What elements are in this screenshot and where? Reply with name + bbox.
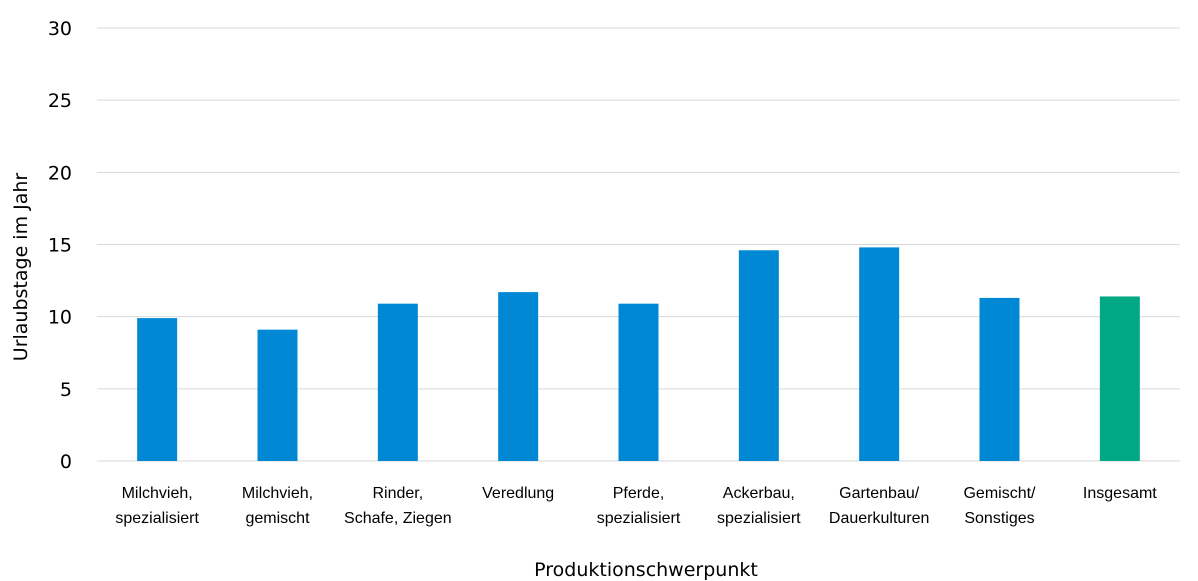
bar-8 bbox=[979, 297, 1020, 461]
y-tick-label: 25 bbox=[48, 90, 72, 112]
bar-6 bbox=[738, 250, 779, 461]
y-tick-label: 15 bbox=[48, 235, 72, 257]
x-tick-label: Rinder, Schafe, Ziegen bbox=[344, 485, 452, 527]
x-axis-title: Produktionschwerpunkt bbox=[534, 559, 758, 581]
y-tick-label: 20 bbox=[48, 162, 72, 184]
y-tick-label: 30 bbox=[48, 18, 72, 40]
x-tick-label: Veredlung bbox=[482, 485, 554, 502]
y-tick-label: 10 bbox=[48, 307, 72, 329]
bar-5 bbox=[618, 303, 659, 461]
bar-9 bbox=[1099, 296, 1140, 461]
bar-3 bbox=[377, 303, 418, 461]
bar-1 bbox=[137, 318, 178, 461]
x-tick-label: Gartenbau/Dauerkulturen bbox=[829, 485, 930, 527]
x-tick-label: Gemischt/Sonstiges bbox=[963, 485, 1036, 527]
x-tick-label: Ackerbau, spezialisiert bbox=[717, 485, 801, 527]
bar-4 bbox=[498, 292, 539, 461]
x-tick-label: Milchvieh, spezialisiert bbox=[115, 485, 199, 527]
x-tick-label: Pferde, spezialisiert bbox=[597, 485, 681, 527]
bar-7 bbox=[859, 247, 900, 461]
bars bbox=[137, 247, 1140, 461]
x-tick-label: Insgesamt bbox=[1083, 485, 1157, 502]
y-axis-title: Urlaubstage im Jahr bbox=[10, 173, 32, 362]
y-axis-ticks: 0 5 10 15 20 25 30 bbox=[48, 18, 72, 473]
y-tick-label: 0 bbox=[60, 451, 72, 473]
x-axis-ticks: Milchvieh, spezialisiert Milchvieh, gemisch… bbox=[115, 485, 1157, 527]
y-tick-label: 5 bbox=[60, 379, 72, 401]
x-tick-label: Milchvieh, gemischt bbox=[242, 485, 313, 527]
bar-2 bbox=[257, 329, 298, 461]
